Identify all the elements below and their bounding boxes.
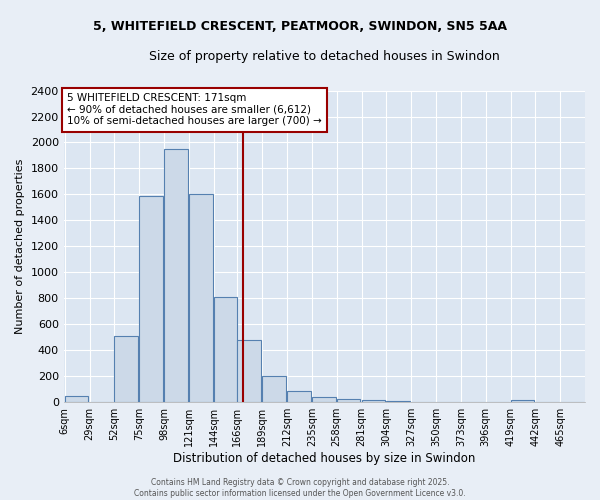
Bar [139, 196, 163, 402]
Y-axis label: Number of detached properties: Number of detached properties [15, 158, 25, 334]
Bar [287, 391, 311, 402]
Bar [238, 340, 261, 402]
Text: 5, WHITEFIELD CRESCENT, PEATMOOR, SWINDON, SN5 5AA: 5, WHITEFIELD CRESCENT, PEATMOOR, SWINDO… [93, 20, 507, 33]
Bar [362, 400, 385, 402]
Bar [312, 397, 335, 402]
Bar [164, 149, 188, 402]
Title: Size of property relative to detached houses in Swindon: Size of property relative to detached ho… [149, 50, 500, 63]
Bar [115, 336, 138, 402]
Text: Contains HM Land Registry data © Crown copyright and database right 2025.
Contai: Contains HM Land Registry data © Crown c… [134, 478, 466, 498]
Bar [65, 396, 88, 402]
Bar [337, 399, 361, 402]
Text: 5 WHITEFIELD CRESCENT: 171sqm
← 90% of detached houses are smaller (6,612)
10% o: 5 WHITEFIELD CRESCENT: 171sqm ← 90% of d… [67, 93, 322, 126]
Bar [189, 194, 212, 402]
Bar [386, 401, 410, 402]
X-axis label: Distribution of detached houses by size in Swindon: Distribution of detached houses by size … [173, 452, 476, 465]
Bar [262, 376, 286, 402]
Bar [511, 400, 534, 402]
Bar [214, 297, 238, 402]
